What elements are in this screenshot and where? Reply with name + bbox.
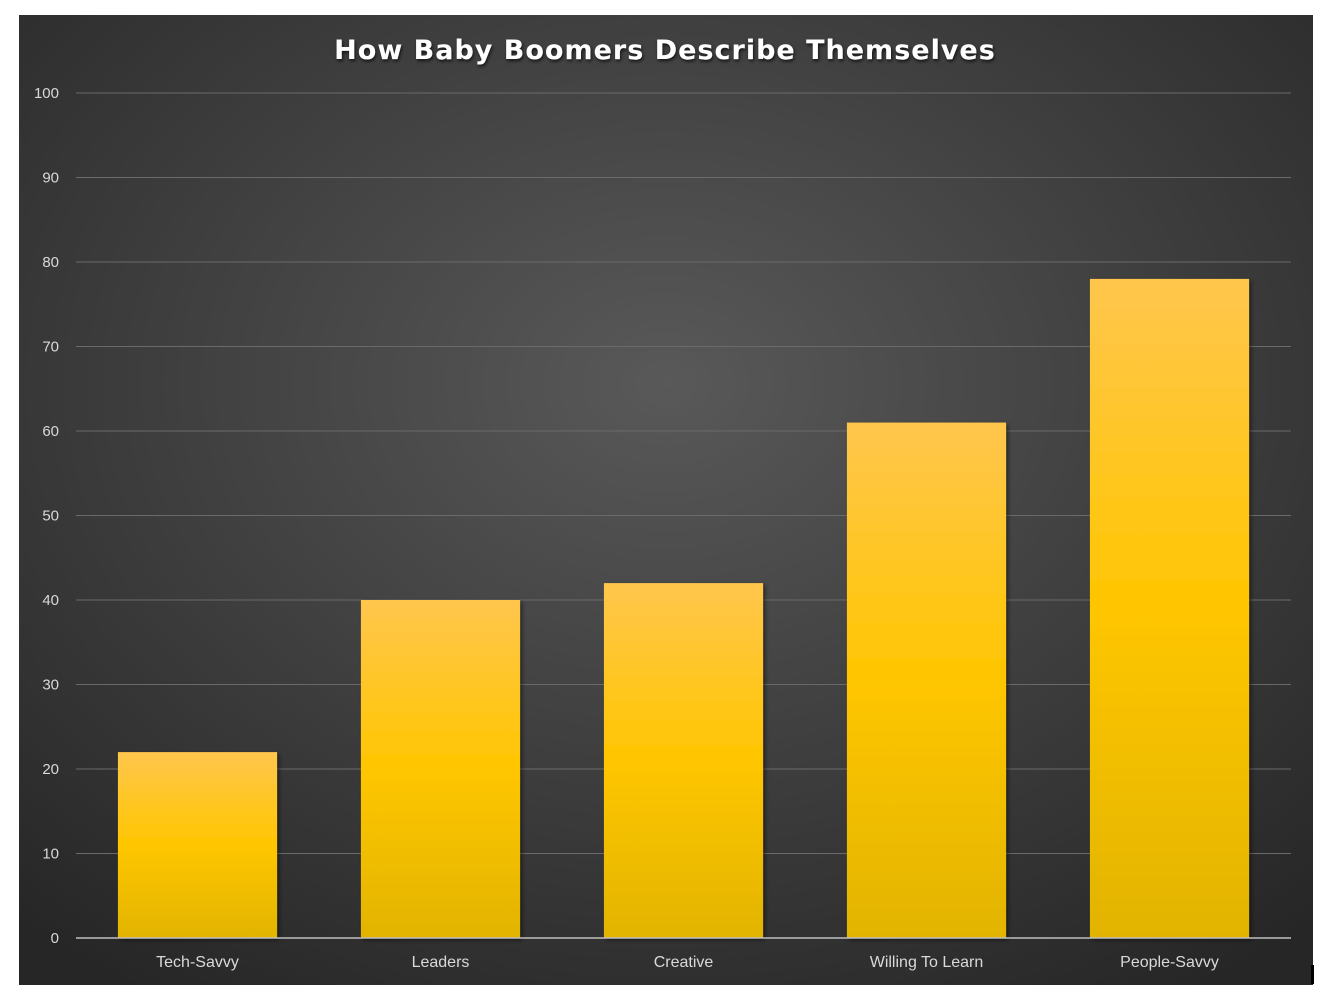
y-tick-label: 50	[42, 508, 59, 525]
y-tick-label: 80	[42, 254, 59, 271]
x-category-label: Leaders	[412, 954, 470, 971]
y-tick-label: 20	[42, 761, 59, 778]
chart-title: How Baby Boomers Describe Themselves	[334, 35, 996, 66]
x-category-label: Creative	[654, 954, 714, 971]
y-tick-label: 60	[42, 423, 59, 440]
y-tick-label: 10	[42, 846, 59, 863]
y-tick-label: 70	[42, 339, 59, 356]
bar-willing-to-learn	[846, 422, 1007, 938]
y-tick-label: 90	[42, 170, 59, 187]
x-category-label: Willing To Learn	[870, 954, 984, 971]
bar-chart: How Baby Boomers Describe Themselves 0 10…	[19, 15, 1313, 985]
chart-area: How Baby Boomers Describe Themselves 0 10…	[19, 15, 1313, 985]
x-category-label: Tech-Savvy	[156, 954, 239, 971]
bars	[117, 278, 1250, 938]
bar-creative	[603, 583, 764, 938]
y-tick-label: 40	[42, 592, 59, 609]
bar-tech-savvy	[117, 752, 278, 938]
bar-leaders	[360, 600, 521, 938]
corner-mark	[1311, 965, 1314, 984]
y-tick-label: 30	[42, 677, 59, 694]
y-tick-label: 100	[34, 85, 59, 102]
y-tick-label: 0	[51, 930, 59, 947]
x-axis-category-labels: Tech-Savvy Leaders Creative Willing To Lear…	[156, 954, 1219, 971]
x-category-label: People-Savvy	[1120, 954, 1219, 971]
y-axis-tick-labels: 0 10 20 30 40 50 60 70 80 90 100	[34, 85, 59, 947]
bar-people-savvy	[1089, 278, 1250, 938]
